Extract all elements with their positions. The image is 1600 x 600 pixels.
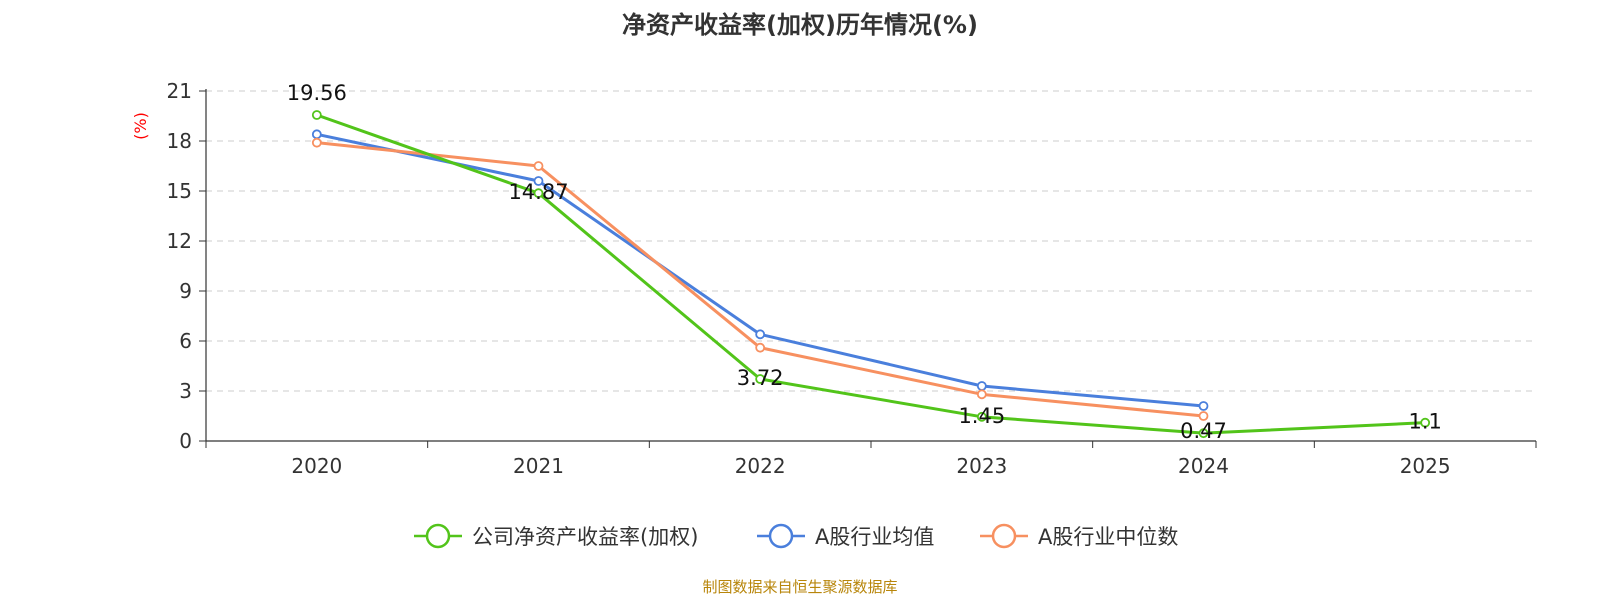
data-label: 3.72 (737, 366, 784, 390)
data-point (533, 176, 544, 186)
legend: 公司净资产收益率(加权) A股行业均值 A股行业中位数 (414, 523, 1178, 549)
axes: 0 3 6 9 12 15 18 21 2020 2021 2022 2023 2024 2025 (167, 79, 1537, 478)
legend-label: 公司净资产收益率(加权) (472, 525, 698, 549)
legend-label: A股行业均值 (815, 525, 934, 549)
legend-marker (991, 523, 1017, 549)
chart-title: 净资产收益率(加权)历年情况(%) (622, 11, 978, 39)
x-tick-label: 2020 (291, 454, 342, 478)
data-point (755, 329, 766, 340)
source-note: 制图数据来自恒生聚源数据库 (702, 578, 897, 596)
data-point (533, 188, 544, 199)
data-label: 1.1 (1408, 410, 1441, 434)
data-point (1198, 401, 1209, 411)
x-tick-label: 2021 (513, 454, 564, 478)
y-tick-label: 18 (167, 129, 192, 153)
data-label: 1.45 (958, 404, 1005, 428)
gridlines (206, 90, 1536, 392)
y-tick-label: 6 (179, 329, 192, 353)
data-point (755, 374, 766, 384)
x-tick-label: 2023 (956, 454, 1007, 478)
legend-marker (768, 523, 794, 549)
y-tick-label: 21 (167, 79, 192, 103)
y-tick-label: 9 (179, 279, 192, 303)
data-point (1198, 411, 1209, 421)
x-tick-label: 2025 (1400, 454, 1451, 478)
y-axis-label: (%) (131, 112, 150, 140)
data-point (976, 381, 987, 391)
x-tick-label: 2024 (1178, 454, 1229, 478)
data-point (755, 342, 766, 353)
data-point (533, 161, 544, 171)
data-label: 0.47 (1180, 419, 1227, 443)
y-tick-label: 3 (179, 379, 192, 403)
data-point (1198, 428, 1209, 439)
data-point (311, 137, 322, 148)
data-label: 14.87 (508, 180, 568, 204)
x-tick-label: 2022 (735, 454, 786, 478)
legend-label: A股行业中位数 (1038, 525, 1178, 549)
series-group (311, 110, 1431, 439)
y-tick-label: 0 (179, 429, 192, 453)
y-tick-label: 15 (167, 179, 192, 203)
series-line (316, 113, 1426, 435)
data-label: 19.56 (287, 81, 347, 105)
data-point (1420, 417, 1431, 428)
data-point (976, 411, 987, 422)
legend-marker (425, 523, 451, 549)
data-labels: 19.56 14.87 3.72 1.45 0.47 1.1 (287, 81, 1442, 443)
data-point (311, 129, 322, 140)
data-point (311, 110, 322, 120)
data-point (976, 389, 987, 400)
y-tick-label: 12 (167, 229, 192, 253)
